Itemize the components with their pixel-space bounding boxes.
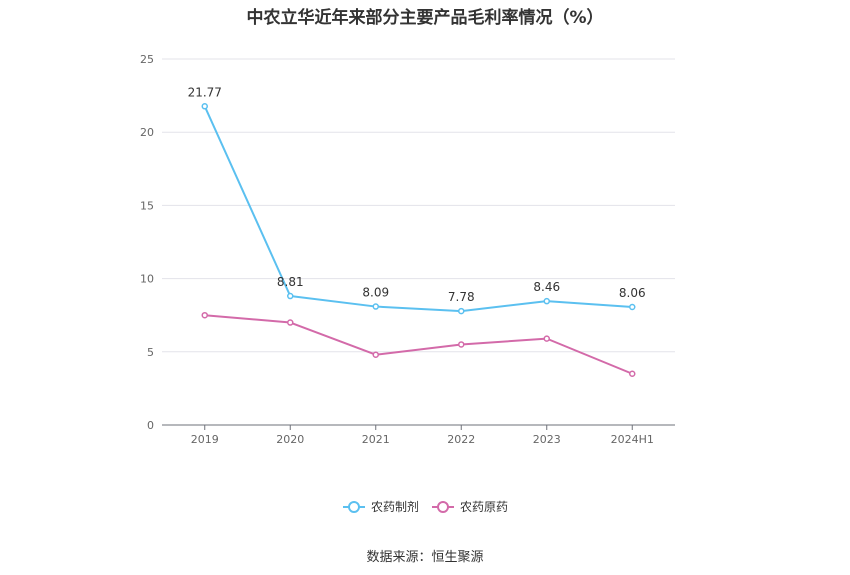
y-tick-label-5: 25 bbox=[140, 53, 154, 66]
legend-label-0: 农药制剂 bbox=[371, 499, 419, 514]
series-0-data-label-4: 8.46 bbox=[533, 280, 560, 294]
chart-title: 中农立华近年来部分主要产品毛利率情况（%） bbox=[246, 8, 604, 28]
series-1-point-4 bbox=[543, 335, 550, 342]
x-tick-label-3: 2022 bbox=[447, 433, 475, 446]
x-tick-label-4: 2023 bbox=[533, 433, 561, 446]
series-0-data-label-3: 7.78 bbox=[448, 290, 475, 304]
series-0-point-5 bbox=[629, 303, 636, 311]
series-0-point-4 bbox=[543, 297, 550, 305]
series-0-data-label-5: 8.06 bbox=[619, 286, 646, 300]
legend-marker-0 bbox=[348, 501, 360, 513]
series-line-0 bbox=[203, 105, 633, 313]
legend-marker-1 bbox=[437, 501, 449, 513]
series-0-point-1 bbox=[287, 292, 294, 300]
y-tick-label-4: 20 bbox=[140, 126, 154, 139]
series-0-point-0 bbox=[201, 103, 208, 110]
series-1-point-0 bbox=[201, 311, 208, 319]
x-tick-label-1: 2020 bbox=[276, 433, 304, 446]
series-1-point-3 bbox=[458, 341, 465, 348]
y-tick-label-0: 0 bbox=[147, 419, 154, 432]
legend-label-1: 农药原药 bbox=[460, 500, 508, 514]
x-tick-label-2: 2021 bbox=[362, 433, 390, 446]
y-tick-label-1: 5 bbox=[147, 346, 154, 359]
x-tick-label-5: 2024H1 bbox=[611, 433, 654, 446]
series-0-point-2 bbox=[372, 303, 379, 310]
series-1-point-1 bbox=[287, 319, 294, 326]
x-tick-label-0: 2019 bbox=[191, 433, 219, 446]
series-0-data-label-2: 8.09 bbox=[362, 286, 389, 300]
series-1-point-5 bbox=[629, 370, 636, 378]
data-source: 数据来源：恒生聚源 bbox=[366, 550, 484, 565]
series-line-1 bbox=[204, 314, 633, 375]
series-0-data-label-0: 21.77 bbox=[188, 85, 222, 99]
series-0-data-label-1: 8.81 bbox=[277, 275, 304, 289]
series-0-point-3 bbox=[458, 307, 465, 315]
y-tick-label-3: 15 bbox=[140, 199, 154, 212]
y-tick-label-2: 10 bbox=[140, 273, 154, 286]
series-1-point-2 bbox=[372, 351, 379, 358]
